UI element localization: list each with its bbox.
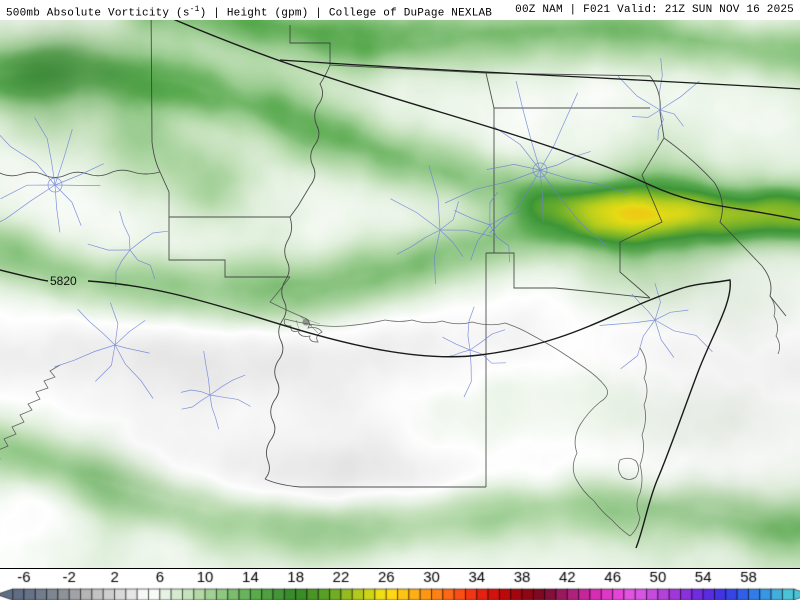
svg-text:5820: 5820 <box>50 274 77 288</box>
